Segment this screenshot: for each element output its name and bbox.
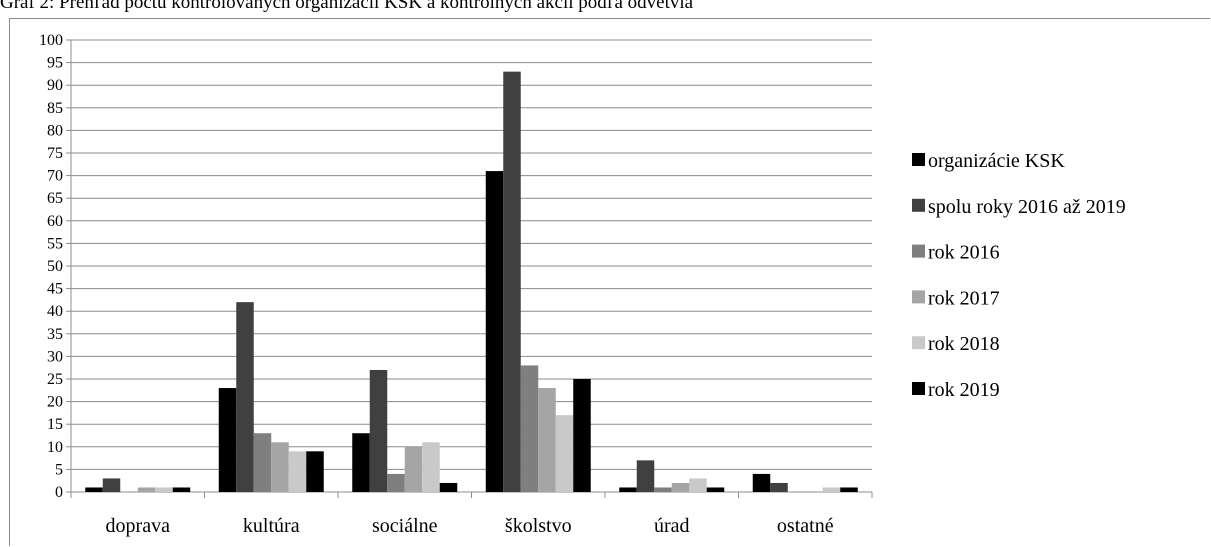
x-tick-label: doprava <box>106 515 171 537</box>
y-tick-label: 80 <box>47 122 63 139</box>
bar <box>503 71 521 492</box>
bar <box>770 482 788 492</box>
legend-label: rok 2018 <box>928 333 1000 355</box>
y-tick-label: 10 <box>47 439 63 456</box>
y-tick-label: 50 <box>47 258 63 275</box>
bar <box>306 451 324 492</box>
legend-swatch <box>912 153 925 166</box>
legend: organizácie KSK spolu roky 2016 až 2019 ro… <box>912 150 1126 401</box>
legend-item: spolu roky 2016 až 2019 <box>912 196 1126 218</box>
bar <box>137 487 156 492</box>
y-tick-label: 95 <box>47 55 63 72</box>
chart-caption: Graf 2: Prehľad počtu kontrolovaných org… <box>0 0 694 13</box>
bar <box>636 460 655 492</box>
x-tick-label: kultúra <box>243 515 300 537</box>
y-tick-label: 90 <box>47 77 63 94</box>
legend-item: organizácie KSK <box>912 150 1065 172</box>
x-tick-label: školstvo <box>505 515 572 537</box>
legend-swatch <box>912 244 925 258</box>
x-tick-label: úrad <box>654 515 690 537</box>
bar <box>840 487 858 492</box>
bar <box>271 442 289 492</box>
y-tick-label: 5 <box>55 461 63 478</box>
legend-swatch <box>912 382 925 395</box>
bar <box>555 415 574 492</box>
legend-item: rok 2019 <box>912 379 1000 401</box>
bar <box>520 365 539 492</box>
bar <box>822 487 841 492</box>
bar <box>619 487 637 492</box>
y-tick-label: 15 <box>47 416 63 433</box>
bar <box>654 487 672 492</box>
legend-label: spolu roky 2016 až 2019 <box>928 196 1126 218</box>
y-tick-label: 85 <box>47 100 63 117</box>
axes <box>66 39 873 498</box>
bar <box>288 451 307 492</box>
bar <box>155 487 173 492</box>
legend-item: rok 2016 <box>912 242 1000 264</box>
bar <box>404 446 423 492</box>
legend-label: organizácie KSK <box>928 150 1065 172</box>
bar <box>538 388 556 492</box>
legend-swatch <box>912 198 925 212</box>
y-tick-label: 45 <box>47 281 63 298</box>
chart-frame <box>9 18 1210 546</box>
bar <box>85 487 103 492</box>
x-tick-label: ostatné <box>777 515 834 537</box>
bar <box>253 433 272 492</box>
legend-swatch <box>912 336 925 350</box>
legend-label: rok 2016 <box>928 242 1000 264</box>
legend-label: rok 2019 <box>928 379 1000 401</box>
bar <box>485 171 504 492</box>
legend-label: rok 2017 <box>928 287 1000 309</box>
bar <box>573 379 591 492</box>
y-tick-label: 65 <box>47 190 63 207</box>
bar <box>706 487 725 492</box>
y-tick-label: 100 <box>39 32 63 49</box>
bar <box>439 482 458 492</box>
bar <box>387 473 405 492</box>
y-tick-label: 40 <box>47 303 63 320</box>
bar <box>172 487 191 492</box>
y-tick-label: 75 <box>47 145 63 162</box>
legend-swatch <box>912 290 925 304</box>
x-tick-labels: doprava kultúra sociálne školstvo úrad ostatn… <box>106 515 834 537</box>
bar <box>218 388 237 492</box>
y-tick-label: 70 <box>47 168 63 185</box>
bar <box>102 478 121 492</box>
y-tick-label: 0 <box>55 484 63 501</box>
bar <box>236 302 254 492</box>
bar <box>689 478 707 492</box>
y-tick-label: 20 <box>47 394 63 411</box>
gridlines <box>71 39 872 470</box>
y-tick-label: 35 <box>47 326 63 343</box>
bar <box>369 369 388 492</box>
y-tick-labels: 0 5 10 15 20 25 30 35 40 45 50 55 60 65 70 75 80 85 90 95 10… <box>39 32 63 501</box>
bars <box>85 71 858 492</box>
bar <box>352 433 370 492</box>
y-tick-label: 60 <box>47 213 63 230</box>
legend-item: rok 2018 <box>912 333 1000 355</box>
y-tick-label: 25 <box>47 371 63 388</box>
bar <box>422 442 440 492</box>
bar <box>671 482 690 492</box>
bar <box>752 473 771 492</box>
legend-item: rok 2017 <box>912 287 1000 309</box>
y-tick-label: 55 <box>47 235 63 252</box>
x-tick-label: sociálne <box>372 515 438 537</box>
y-tick-label: 30 <box>47 348 63 365</box>
